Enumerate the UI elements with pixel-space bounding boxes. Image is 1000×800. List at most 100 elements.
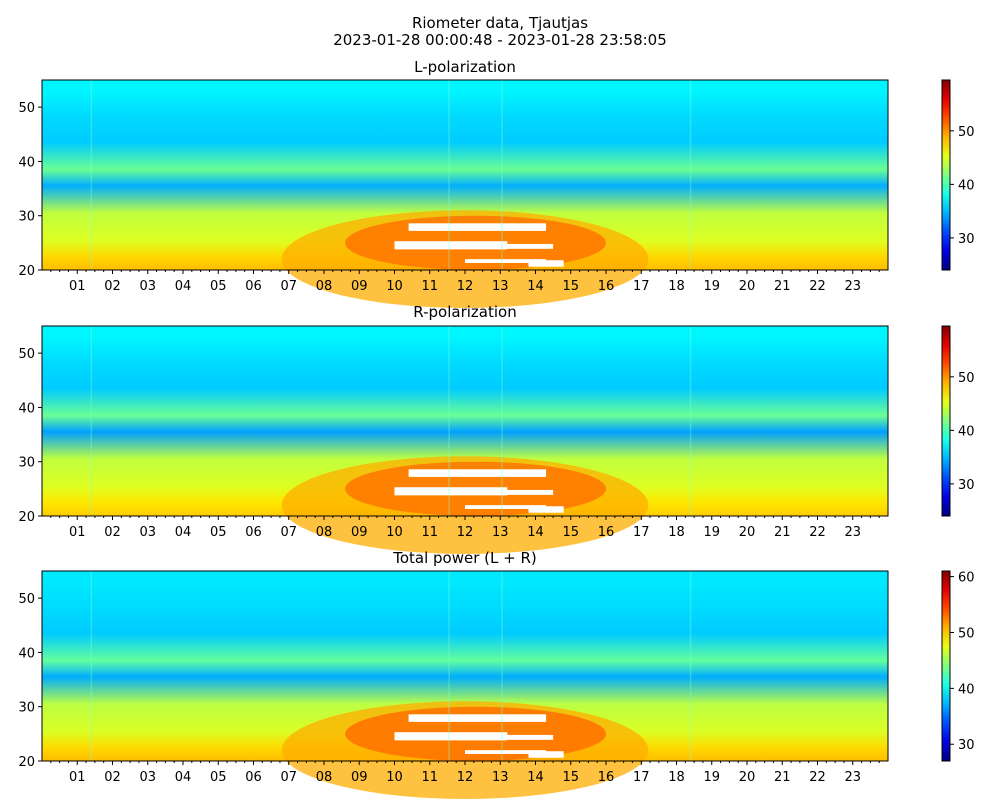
colorbar: 30 40 50	[941, 325, 975, 517]
colorbar-tick-label: 30	[958, 232, 975, 247]
colorbar-tick-label: 50	[958, 371, 975, 386]
x-tick-label: 18	[668, 770, 685, 785]
saturated-block	[408, 714, 547, 722]
saturated-block	[465, 750, 547, 754]
x-tick-label: 02	[104, 770, 121, 785]
x-tick-label: 11	[421, 279, 438, 294]
colorbar: 30 40 50 60	[941, 570, 975, 762]
y-tick-label: 20	[18, 510, 35, 525]
x-tick-label: 06	[245, 279, 262, 294]
colorbar-tick-label: 50	[958, 125, 975, 140]
x-tick-label: 21	[774, 770, 791, 785]
colorbar-tick-label: 40	[958, 682, 975, 697]
x-tick-label: 23	[844, 525, 861, 540]
x-tick-label: 06	[245, 525, 262, 540]
x-tick-label: 17	[633, 279, 650, 294]
panel-title: L-polarization	[414, 58, 516, 76]
colorbar-tick-label: 40	[958, 178, 975, 193]
colorbar-tick-label: 30	[958, 738, 975, 753]
colorbar-tick-label: 40	[958, 424, 975, 439]
x-tick-label: 16	[598, 770, 615, 785]
x-tick-label: 10	[386, 525, 403, 540]
figure-title-line2: 2023-01-28 00:00:48 - 2023-01-28 23:58:0…	[333, 31, 667, 49]
x-tick-label: 05	[210, 525, 227, 540]
x-tick-label: 12	[457, 525, 474, 540]
x-tick-label: 07	[280, 279, 297, 294]
x-tick-label: 20	[739, 279, 756, 294]
x-tick-label: 08	[316, 279, 333, 294]
spectrogram-plot-area: 20 30 40 50 01 02 03 04 05 06 07 08 09 10 11 12 13 14 15 16…	[18, 325, 889, 554]
x-tick-label: 22	[809, 279, 826, 294]
saturated-block	[528, 506, 564, 513]
colorbar-scale	[941, 570, 951, 762]
colorbar-tick-label: 30	[958, 478, 975, 493]
x-tick-label: 01	[69, 525, 86, 540]
x-tick-label: 22	[809, 525, 826, 540]
saturated-block	[408, 469, 547, 477]
x-tick-label: 13	[492, 279, 509, 294]
x-tick-label: 11	[421, 770, 438, 785]
x-tick-label: 03	[139, 525, 156, 540]
saturated-block	[436, 734, 554, 740]
x-tick-label: 03	[139, 770, 156, 785]
x-tick-label: 10	[386, 279, 403, 294]
x-tick-label: 17	[633, 770, 650, 785]
panel-l-polarization: L-polarization 20 30 40 50 01 02 03 04 05 06 07 08 0…	[18, 58, 975, 308]
y-tick-label: 50	[18, 592, 35, 607]
x-tick-label: 17	[633, 525, 650, 540]
x-tick-label: 15	[562, 525, 579, 540]
colorbar-scale	[941, 325, 951, 517]
x-tick-label: 01	[69, 770, 86, 785]
x-tick-label: 23	[844, 279, 861, 294]
y-tick-label: 40	[18, 155, 35, 170]
colorbar-tick-label: 50	[958, 626, 975, 641]
x-tick-label: 09	[351, 525, 368, 540]
x-tick-label: 02	[104, 279, 121, 294]
x-tick-label: 19	[703, 525, 720, 540]
x-tick-label: 07	[280, 770, 297, 785]
x-tick-label: 03	[139, 279, 156, 294]
saturated-block	[436, 489, 554, 495]
panel-title: Total power (L + R)	[392, 549, 537, 567]
y-tick-label: 40	[18, 401, 35, 416]
x-tick-label: 20	[739, 770, 756, 785]
x-tick-label: 12	[457, 770, 474, 785]
x-tick-label: 18	[668, 279, 685, 294]
colorbar-tick-label: 60	[958, 571, 975, 586]
x-tick-label: 05	[210, 279, 227, 294]
x-tick-label: 15	[562, 279, 579, 294]
y-tick-label: 30	[18, 701, 35, 716]
x-tick-label: 16	[598, 525, 615, 540]
x-tick-label: 13	[492, 770, 509, 785]
saturated-block	[436, 243, 554, 249]
x-tick-label: 16	[598, 279, 615, 294]
x-tick-label: 08	[316, 770, 333, 785]
x-tick-label: 01	[69, 279, 86, 294]
saturated-block	[528, 751, 564, 758]
y-tick-label: 20	[18, 264, 35, 279]
colorbar: 30 40 50	[941, 79, 975, 271]
y-tick-label: 30	[18, 456, 35, 471]
panel-r-polarization: R-polarization 20 30 40 50 01 02 03 04 05 06 07 08 0…	[18, 303, 975, 554]
x-tick-label: 10	[386, 770, 403, 785]
x-tick-label: 12	[457, 279, 474, 294]
panel-title: R-polarization	[413, 303, 516, 321]
x-tick-label: 23	[844, 770, 861, 785]
x-tick-label: 09	[351, 279, 368, 294]
x-tick-label: 07	[280, 525, 297, 540]
x-tick-label: 20	[739, 525, 756, 540]
saturated-block	[528, 260, 564, 267]
y-tick-label: 50	[18, 347, 35, 362]
y-tick-label: 50	[18, 101, 35, 116]
x-tick-label: 04	[175, 525, 192, 540]
x-tick-label: 19	[703, 279, 720, 294]
x-tick-label: 15	[562, 770, 579, 785]
x-tick-label: 14	[527, 770, 544, 785]
spectrogram-plot-area: 20 30 40 50 01 02 03 04 05 06 07 08 09 10 11 12 13 14 15 16…	[18, 79, 889, 308]
y-tick-label: 40	[18, 646, 35, 661]
x-tick-label: 11	[421, 525, 438, 540]
x-tick-label: 08	[316, 525, 333, 540]
x-tick-label: 19	[703, 770, 720, 785]
x-tick-label: 22	[809, 770, 826, 785]
